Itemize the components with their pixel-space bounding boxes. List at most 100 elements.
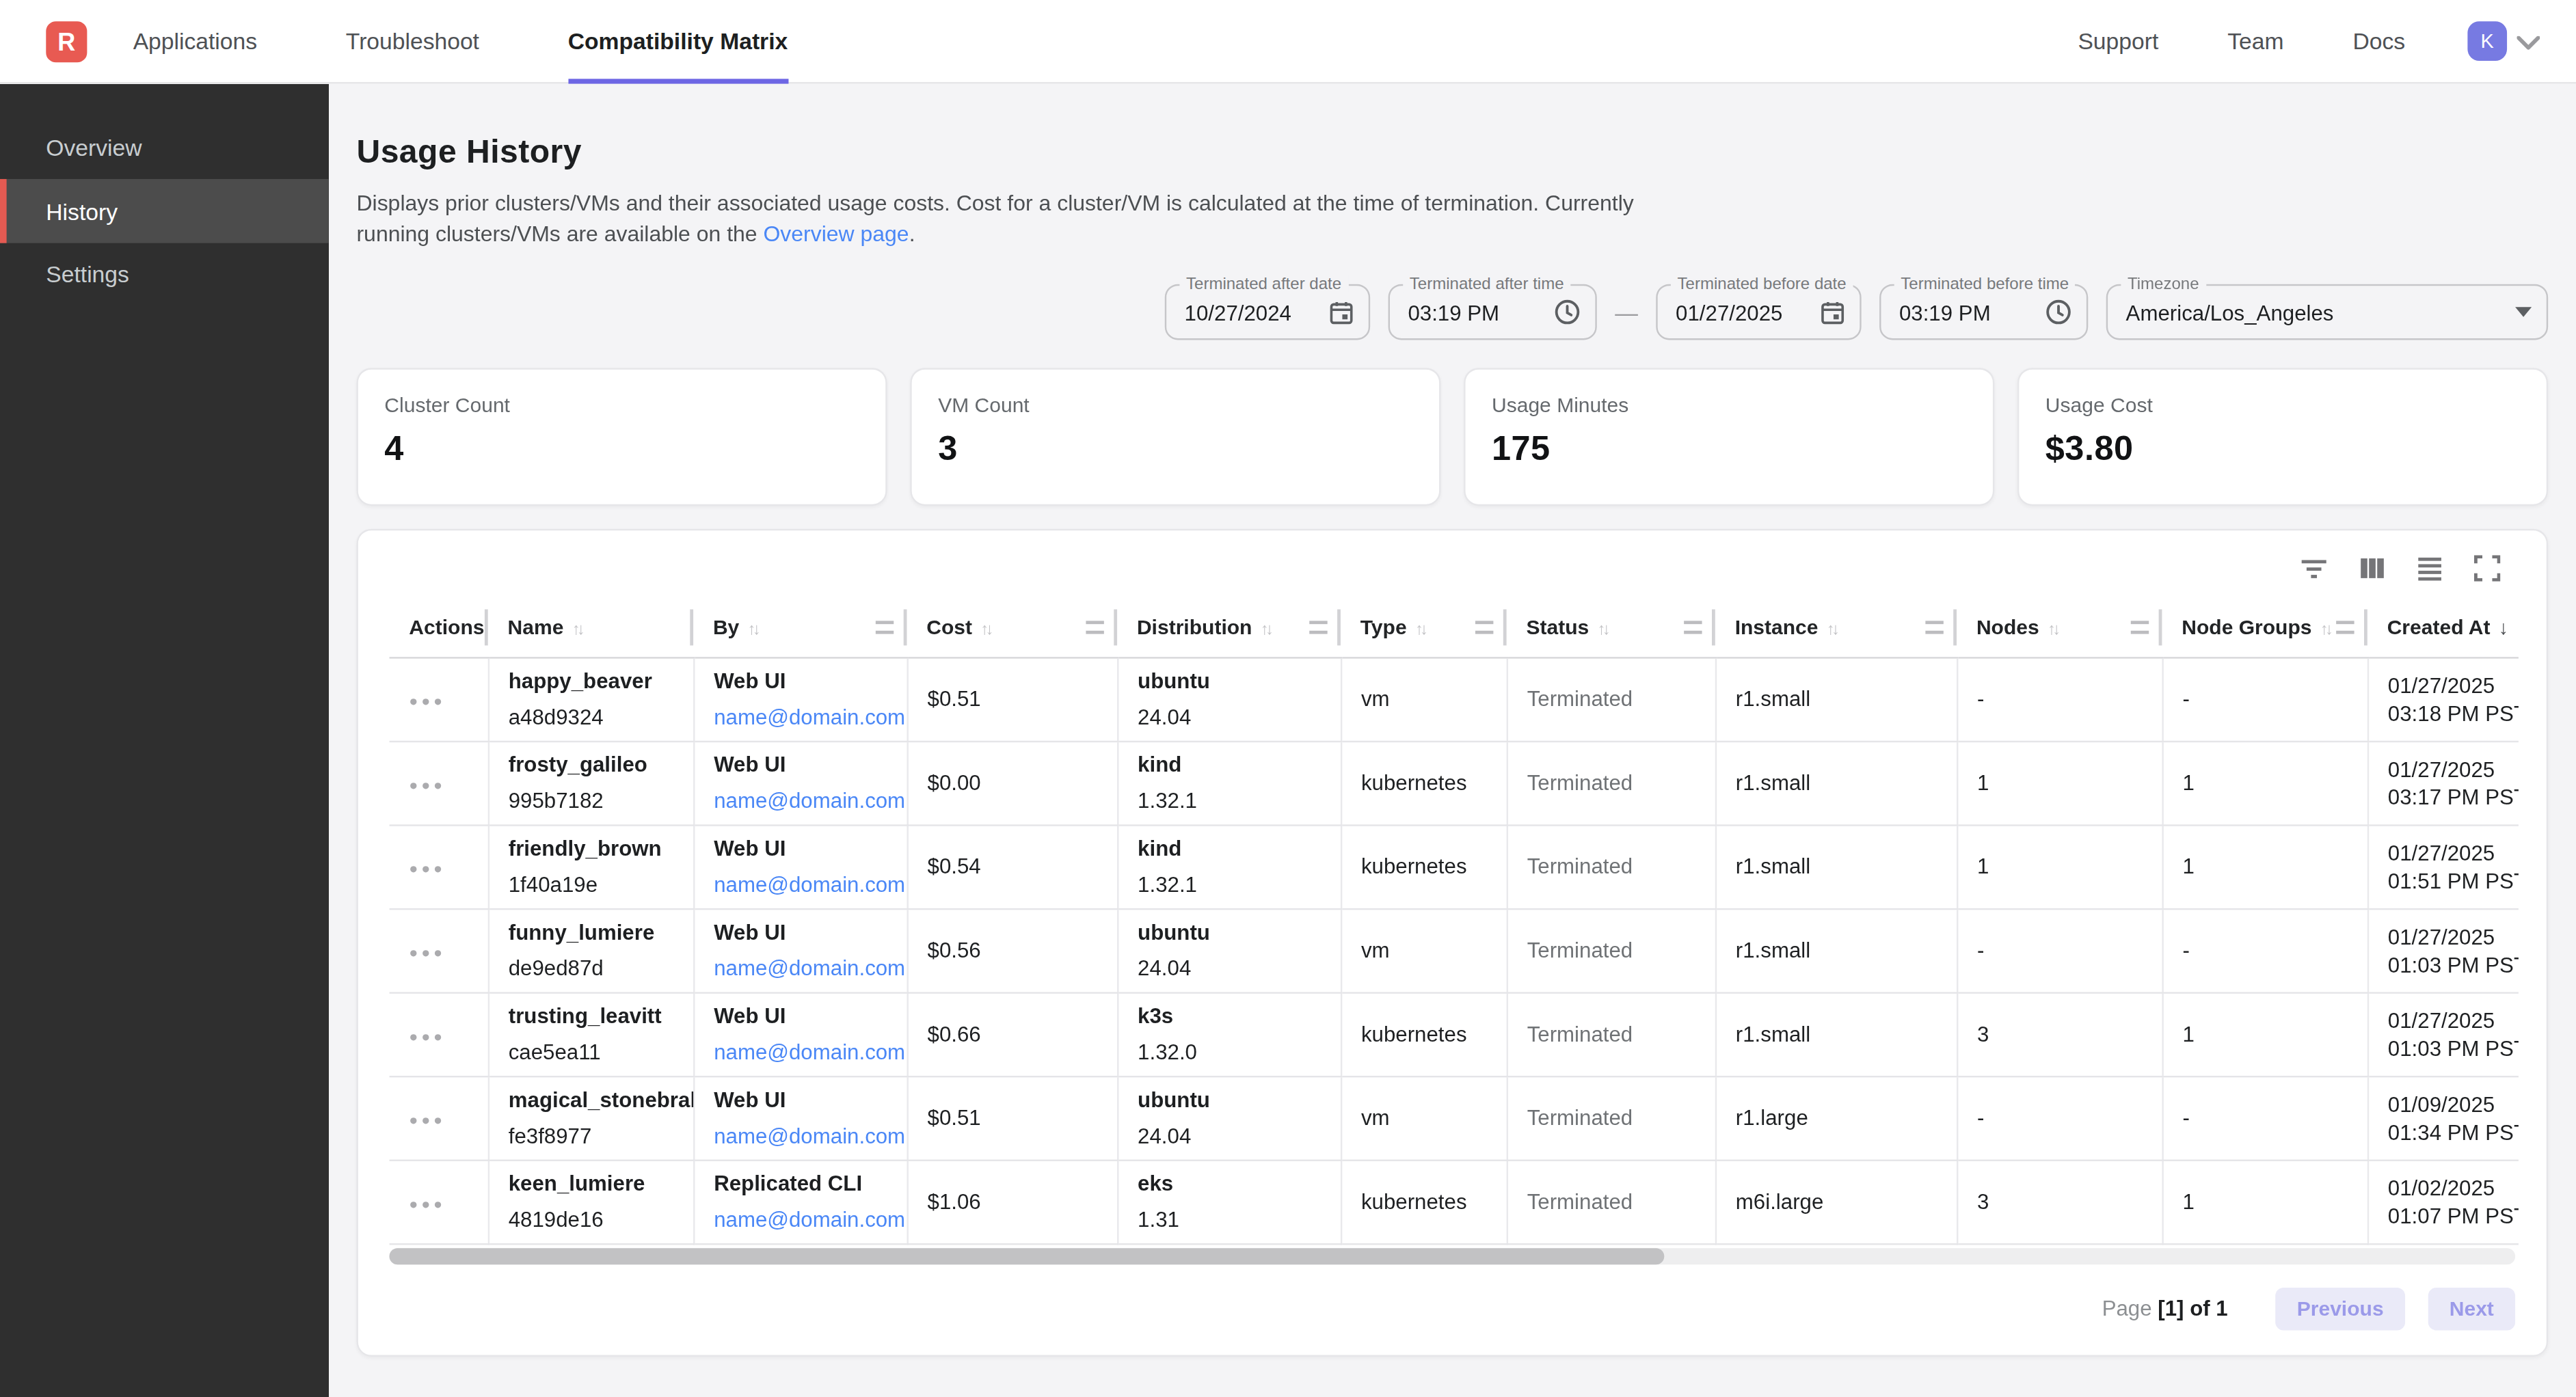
column-header-name[interactable]: Name↑↓ — [488, 598, 693, 657]
brand-logo[interactable]: R — [46, 21, 87, 62]
row-actions-button[interactable]: ●●● — [409, 1195, 446, 1212]
column-resize-handle — [1086, 621, 1103, 634]
sidebar-item-overview[interactable]: Overview — [0, 117, 329, 179]
sort-icon: ↑↓ — [1827, 619, 1836, 636]
scrollbar-thumb[interactable] — [390, 1247, 1665, 1264]
columns-icon[interactable] — [2359, 555, 2385, 581]
calendar-icon[interactable] — [1329, 300, 1354, 325]
distribution-cell: ubuntu24.04 — [1117, 908, 1341, 992]
nodes-cell: 1 — [1957, 824, 2162, 908]
column-header-created-at[interactable]: Created At↓ — [2367, 598, 2519, 657]
stat-card-vm-count: VM Count 3 — [910, 368, 1440, 506]
instance-cell: m6i.large — [1715, 1160, 1957, 1244]
main-content: Usage History Displays prior clusters/VM… — [329, 84, 2576, 1397]
nodes-cell: - — [1957, 1076, 2162, 1160]
nav-item-support[interactable]: Support — [2078, 0, 2158, 83]
row-actions-cell: ●●● — [390, 824, 488, 908]
email-link[interactable]: name@domain.com — [714, 1207, 905, 1232]
distribution-cell: ubuntu24.04 — [1117, 1076, 1341, 1160]
sort-icon: ↑↓ — [980, 619, 990, 636]
row-actions-button[interactable]: ●●● — [409, 1112, 446, 1128]
terminated-before-time-field[interactable]: Terminated before time 03:19 PM — [1879, 284, 2088, 340]
page-indicator: Page [1] of 1 — [2102, 1296, 2228, 1320]
created-at-cell: 01/27/202503:18 PM PST — [2367, 657, 2519, 741]
email-link[interactable]: name@domain.com — [714, 872, 905, 897]
nav-item-compatibility-matrix[interactable]: Compatibility Matrix — [568, 0, 788, 83]
instance-cell: r1.small — [1715, 824, 1957, 908]
terminated-before-time-value: 03:19 PM — [1899, 300, 2032, 325]
by-cell: Web UIname@domain.com — [693, 992, 907, 1076]
date-range-separator: — — [1615, 299, 1638, 325]
column-header-nodes[interactable]: Nodes↑↓ — [1957, 598, 2162, 657]
filter-icon[interactable] — [2300, 555, 2328, 581]
email-link[interactable]: name@domain.com — [714, 705, 905, 729]
nodes-cell: 3 — [1957, 992, 2162, 1076]
clock-icon[interactable] — [2045, 299, 2071, 325]
row-actions-button[interactable]: ●●● — [409, 860, 446, 877]
email-link[interactable]: name@domain.com — [714, 1040, 905, 1064]
column-resize-handle — [2336, 621, 2354, 634]
chevron-down-icon[interactable] — [2517, 36, 2540, 51]
type-cell: vm — [1341, 908, 1507, 992]
stat-card-usage-cost: Usage Cost $3.80 — [2017, 368, 2548, 506]
stat-label: VM Count — [938, 394, 1412, 418]
column-header-node-groups[interactable]: Node Groups↑↓ — [2162, 598, 2367, 657]
email-link[interactable]: name@domain.com — [714, 956, 905, 981]
avatar[interactable]: K — [2467, 21, 2507, 61]
type-cell: kubernetes — [1341, 741, 1507, 825]
row-actions-cell: ●●● — [390, 657, 488, 741]
calendar-icon[interactable] — [1821, 300, 1845, 325]
table-header-row: Actions Name↑↓ By↑↓ Cost↑↓ Distribution↑… — [390, 598, 2519, 657]
status-cell: Terminated — [1507, 657, 1715, 741]
node-groups-cell: - — [2162, 1076, 2367, 1160]
fullscreen-icon[interactable] — [2474, 555, 2500, 581]
terminated-after-time-value: 03:19 PM — [1408, 300, 1541, 325]
column-header-type[interactable]: Type↑↓ — [1341, 598, 1507, 657]
by-cell: Web UIname@domain.com — [693, 741, 907, 825]
top-navigation: R Applications Troubleshoot Compatibilit… — [0, 0, 2576, 84]
previous-page-button[interactable]: Previous — [2275, 1287, 2404, 1329]
clock-icon[interactable] — [1554, 299, 1580, 325]
timezone-select[interactable]: Timezone America/Los_Angeles — [2106, 284, 2548, 340]
column-header-cost[interactable]: Cost↑↓ — [907, 598, 1117, 657]
terminated-after-time-field[interactable]: Terminated after time 03:19 PM — [1388, 284, 1597, 340]
sort-icon: ↑↓ — [572, 619, 581, 636]
email-link[interactable]: name@domain.com — [714, 788, 905, 813]
nav-item-team[interactable]: Team — [2227, 0, 2283, 83]
created-at-cell: 01/27/202503:17 PM PST — [2367, 741, 2519, 825]
table-row: ●●● funny_lumierede9ed87d Web UIname@dom… — [390, 908, 2519, 992]
stat-label: Usage Minutes — [1492, 394, 1966, 418]
nav-item-docs[interactable]: Docs — [2352, 0, 2405, 83]
nodes-cell: 1 — [1957, 741, 2162, 825]
nav-item-applications[interactable]: Applications — [133, 0, 257, 83]
usage-history-table-card: Actions Name↑↓ By↑↓ Cost↑↓ Distribution↑… — [356, 529, 2548, 1356]
sort-icon: ↑↓ — [747, 619, 757, 636]
column-resize-handle — [1684, 621, 1702, 634]
row-actions-button[interactable]: ●●● — [409, 945, 446, 961]
row-actions-button[interactable]: ●●● — [409, 1028, 446, 1044]
pagination: Page [1] of 1 Previous Next — [390, 1287, 2516, 1336]
sidebar-item-settings[interactable]: Settings — [0, 243, 329, 306]
overview-page-link[interactable]: Overview page — [763, 221, 909, 246]
email-link[interactable]: name@domain.com — [714, 1124, 905, 1148]
node-groups-cell: 1 — [2162, 741, 2367, 825]
column-header-status[interactable]: Status↑↓ — [1507, 598, 1715, 657]
row-actions-button[interactable]: ●●● — [409, 777, 446, 794]
column-header-by[interactable]: By↑↓ — [693, 598, 907, 657]
density-icon[interactable] — [2417, 555, 2443, 581]
status-cell: Terminated — [1507, 908, 1715, 992]
sort-icon: ↑↓ — [2048, 619, 2057, 636]
created-at-cell: 01/09/202501:34 PM PST — [2367, 1076, 2519, 1160]
terminated-after-date-field[interactable]: Terminated after date 10/27/2024 — [1165, 284, 1370, 340]
sidebar-item-history[interactable]: History — [0, 179, 329, 243]
cost-cell: $0.00 — [907, 741, 1117, 825]
row-actions-button[interactable]: ●●● — [409, 693, 446, 709]
nav-item-troubleshoot[interactable]: Troubleshoot — [346, 0, 479, 83]
distribution-cell: kind1.32.1 — [1117, 741, 1341, 825]
name-cell: frosty_galileo995b7182 — [488, 741, 693, 825]
next-page-button[interactable]: Next — [2428, 1287, 2515, 1329]
terminated-before-date-field[interactable]: Terminated before date 01/27/2025 — [1656, 284, 1861, 340]
table-row: ●●● trusting_leavittcae5ea11 Web UIname@… — [390, 992, 2519, 1076]
column-header-distribution[interactable]: Distribution↑↓ — [1117, 598, 1341, 657]
column-header-instance[interactable]: Instance↑↓ — [1715, 598, 1957, 657]
